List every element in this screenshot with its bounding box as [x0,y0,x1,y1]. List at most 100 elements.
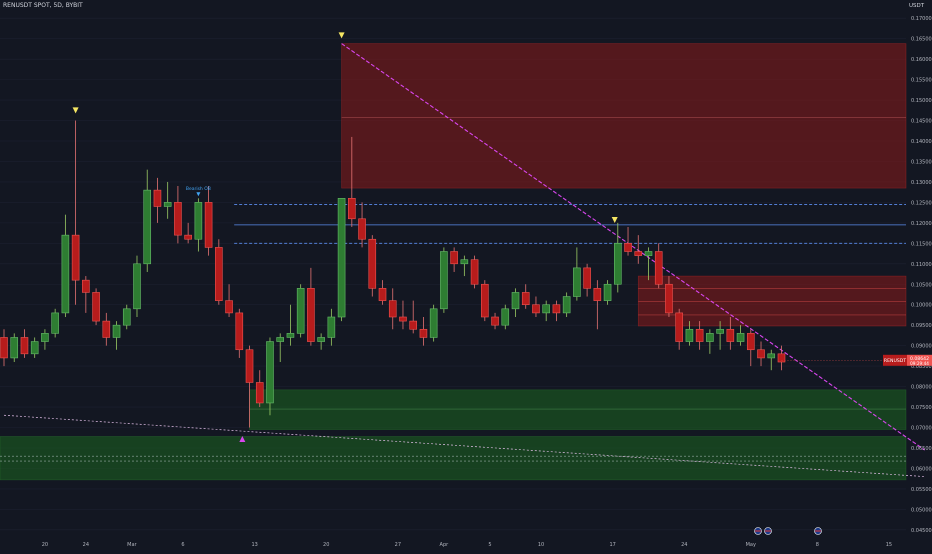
bearish-ob-label: Bearish OB [186,186,211,192]
candle-bullish [644,251,653,256]
candle-bearish [20,337,29,355]
y-tick-label: 0.09500 [911,323,932,329]
candle-bearish [82,279,90,293]
candle-bearish [583,267,591,289]
y-tick-label: 0.11500 [911,241,932,247]
candle-bullish [30,341,39,355]
x-tick-label: 20 [323,542,329,548]
candle-bearish [695,328,704,342]
price-badge-value: 0.08642 [910,356,929,362]
candle-bullish [501,308,510,326]
candle-bearish [624,243,632,252]
candle-bearish [388,300,397,318]
demand-zone [0,436,907,481]
y-tick-label: 0.05000 [911,507,932,513]
candle-bullish [286,333,295,338]
y-tick-label: 0.06500 [911,446,932,452]
symbol-title: RENUSDT SPOT, 5D, BYBIT [3,2,83,9]
candle-bearish [419,328,428,338]
candle-bullish [511,292,520,310]
x-tick-label: 6 [181,542,184,548]
candle-bearish [235,312,244,351]
candle-bearish [255,382,264,404]
candle-bullish [767,353,776,359]
y-tick-label: 0.16000 [911,57,932,63]
y-tick-label: 0.04500 [911,528,932,534]
y-tick-label: 0.13000 [911,180,932,186]
candle-bullish [276,337,285,342]
candle-bearish [470,259,479,285]
x-tick-label: 10 [538,542,544,548]
candle-bullish [112,324,121,338]
candle-bearish [746,333,755,351]
candle-bearish [71,234,80,281]
y-tick-label: 0.17000 [911,16,932,22]
candle-bullish [716,328,724,334]
supply-zone [637,275,907,327]
price-badge-countdown: 09:29:44 [910,361,929,366]
candle-bullish [317,337,325,342]
pivot-low-marker [239,435,246,442]
candle-bearish [0,337,8,359]
candle-bearish [665,283,673,314]
candle-bullish [51,312,59,334]
pivot-high-marker [611,217,618,223]
candle-bearish [378,288,387,301]
demand-zone [249,389,907,430]
supply-zone [341,43,907,189]
candle-bearish [675,312,683,342]
candle-bullish [613,243,622,285]
y-tick-label: 0.10500 [911,282,932,288]
candle-bearish [634,251,643,256]
candle-bearish [307,288,315,342]
candle-bullish [163,202,172,207]
candle-bullish [460,259,469,265]
x-tick-label: 13 [251,542,257,548]
candle-bearish [225,300,233,314]
candle-bearish [245,349,254,383]
x-tick-label: May [746,542,756,548]
y-tick-label: 0.15500 [911,78,932,84]
candle-bearish [593,288,602,301]
candle-bearish [184,234,192,240]
x-tick-label: 15 [886,542,892,548]
y-tick-label: 0.06000 [911,466,932,472]
trendline [341,43,926,451]
price-badge [907,354,932,366]
candle-bullish [562,296,571,314]
candle-bullish [296,288,305,334]
candle-bearish [215,247,223,301]
candle-bearish [521,292,530,306]
candle-bearish [491,316,499,326]
candle-bearish [358,218,366,240]
candle-bullish [133,263,141,310]
y-tick-label: 0.12000 [911,221,932,227]
candle-bullish [61,234,70,314]
y-tick-label: 0.12500 [911,200,932,206]
y-tick-label: 0.13500 [911,159,932,165]
trendline [3,414,925,477]
pivot-high-marker [338,32,345,39]
y-tick-label: 0.16500 [911,37,932,43]
candle-bullish [603,283,612,301]
candle-bearish [92,292,100,322]
x-tick-label: 27 [395,542,401,548]
pivot-high-marker [72,107,79,114]
x-tick-label: 5 [488,542,491,548]
candle-bearish [552,304,561,314]
bearish-ob-marker [196,192,201,197]
x-tick-label: Apr [440,542,450,548]
y-tick-label: 0.07000 [911,425,932,431]
y-tick-label: 0.10000 [911,303,932,309]
x-tick-label: 8 [816,542,819,548]
candle-bullish [429,308,438,338]
y-tick-label: 0.14000 [911,139,932,145]
candle-bearish [174,202,182,236]
y-tick-label: 0.08500 [911,364,932,370]
candle-bearish [153,189,162,207]
y-tick-label: 0.11000 [911,262,932,268]
y-tick-label: 0.15000 [911,98,932,104]
candle-bullish [706,333,714,342]
